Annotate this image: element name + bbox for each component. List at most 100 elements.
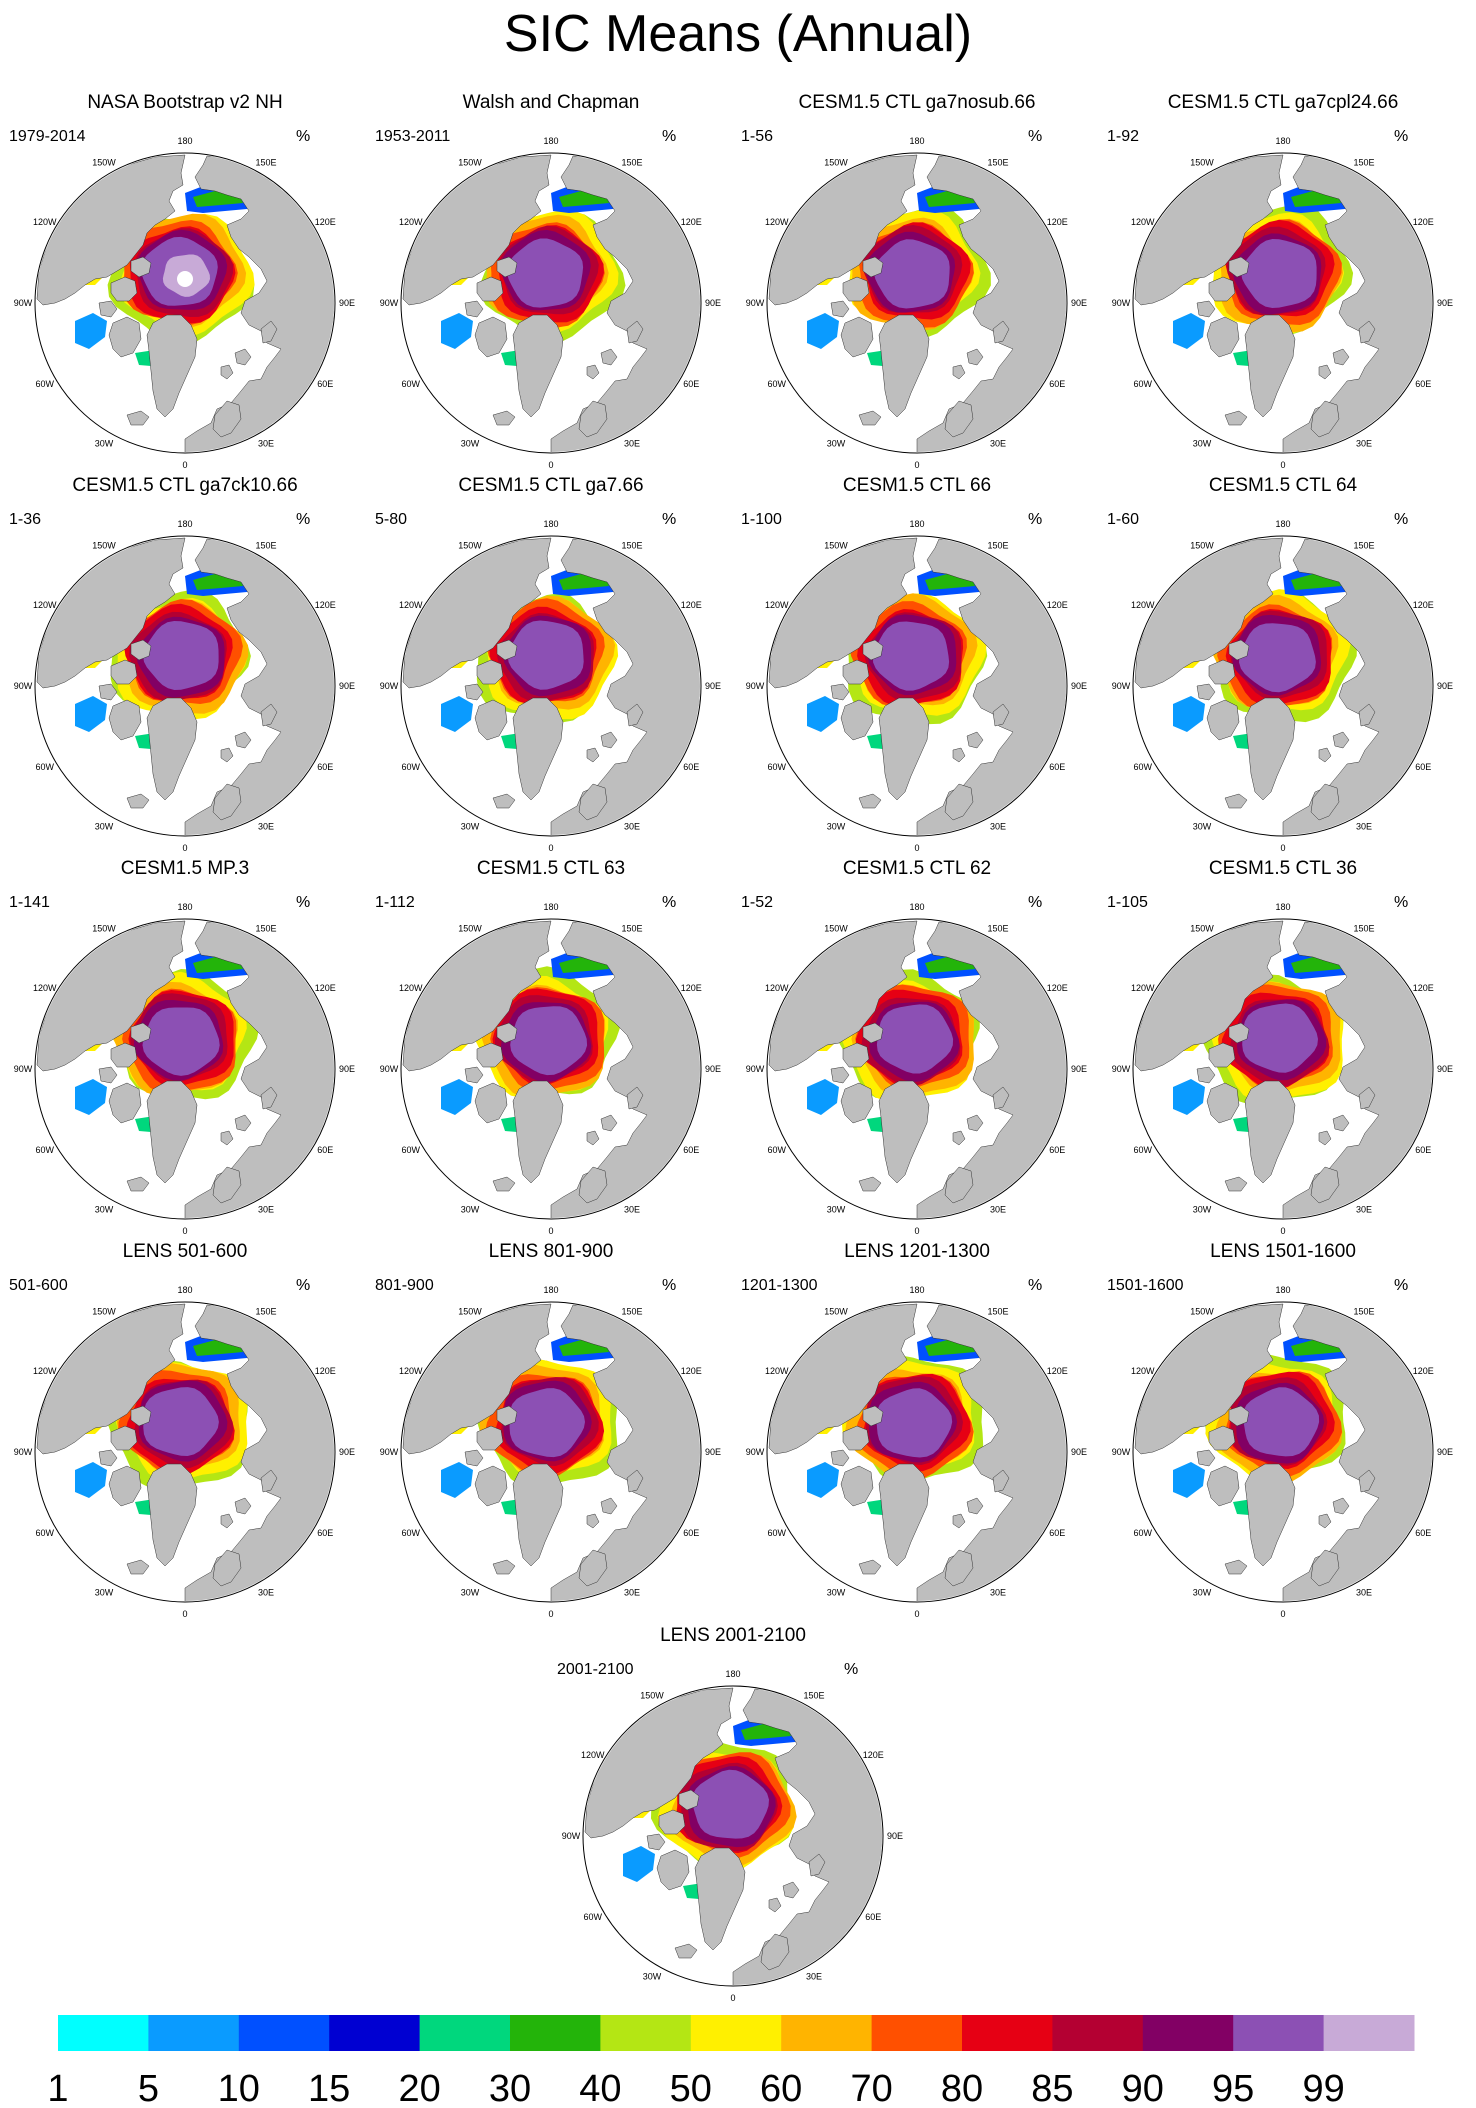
longitude-label: 150E <box>621 1307 642 1317</box>
land-mass <box>944 1166 974 1204</box>
polar-map: 180 150E 120E 90E 60E 30E 0 30W 60W 90W 120W 150W <box>746 1285 1087 1619</box>
longitude-label: 90W <box>746 1447 765 1457</box>
longitude-label: 0 <box>1280 843 1285 853</box>
longitude-label: 150E <box>1353 541 1374 551</box>
land-mass <box>600 1497 618 1515</box>
map-panel: CESM1.5 CTL ga7nosub.66 1-56% 180 150E 120E 9… <box>734 92 1100 472</box>
longitude-label: 60E <box>683 1145 699 1155</box>
longitude-label: 60E <box>1415 1145 1431 1155</box>
longitude-label: 120E <box>681 600 702 610</box>
longitude-label: 120W <box>765 1366 789 1376</box>
sea-ice-band <box>807 1079 839 1115</box>
land-mass <box>1310 400 1340 438</box>
longitude-label: 0 <box>914 843 919 853</box>
panel-years: 1-105 <box>1107 894 1148 911</box>
longitude-label: 0 <box>182 843 187 853</box>
map-outline <box>1132 535 1434 837</box>
panel-title: LENS 2001-2100 <box>660 1625 806 1646</box>
land-mass <box>862 1405 884 1427</box>
longitude-label: 120W <box>581 1750 605 1760</box>
sea-ice-band <box>75 1079 107 1115</box>
land-mass <box>952 1130 966 1146</box>
longitude-label: 60E <box>317 379 333 389</box>
longitude-label: 60E <box>317 1145 333 1155</box>
longitude-label: 150E <box>255 924 276 934</box>
land-mass <box>878 1463 930 1567</box>
longitude-label: 120E <box>315 600 336 610</box>
polar-map: 180 150E 120E 90E 60E 30E 0 30W 60W 90W 120W 150W <box>380 136 721 470</box>
land-mass <box>842 659 870 685</box>
longitude-label: 180 <box>177 902 192 912</box>
sea-ice-band <box>509 1388 585 1458</box>
land-mass <box>474 699 508 741</box>
land-mass <box>146 1463 198 1567</box>
longitude-label: 180 <box>1275 136 1290 146</box>
land-mass <box>496 1022 518 1044</box>
longitude-label: 120W <box>399 1366 423 1376</box>
land-mass <box>474 316 508 358</box>
longitude-label: 30E <box>258 821 274 831</box>
longitude-label: 150W <box>458 1307 482 1317</box>
longitude-label: 150W <box>458 541 482 551</box>
panel-unit: % <box>662 894 677 911</box>
longitude-label: 180 <box>543 136 558 146</box>
panel-unit: % <box>296 894 311 911</box>
sea-ice-band <box>441 696 473 732</box>
land-mass <box>492 410 516 426</box>
longitude-label: 60E <box>683 1528 699 1538</box>
land-mass <box>992 320 1010 344</box>
panel-years: 1-141 <box>9 894 50 911</box>
longitude-label: 150E <box>987 541 1008 551</box>
panel-years: 1201-1300 <box>741 1277 818 1294</box>
map-panel: CESM1.5 CTL 66 1-100% 180 150E 120E 90E 60E 30E… <box>734 475 1100 855</box>
panel-years: 5-80 <box>375 511 408 528</box>
longitude-label: 90W <box>1112 1064 1131 1074</box>
sea-ice-band <box>873 239 950 309</box>
longitude-label: 120W <box>399 983 423 993</box>
longitude-label: 30E <box>258 1587 274 1597</box>
map-panel: LENS 2001-2100 2001-2100% 180 150E 120E 90E 60… <box>550 1625 916 2005</box>
longitude-label: 150W <box>458 158 482 168</box>
longitude-label: 0 <box>914 1226 919 1236</box>
land-mass <box>108 1082 142 1124</box>
longitude-label: 150E <box>621 924 642 934</box>
polar-map: 180 150E 120E 90E 60E 30E 0 30W 60W 90W 120W 150W <box>746 136 1087 470</box>
longitude-label: 150E <box>255 158 276 168</box>
longitude-label: 180 <box>543 1285 558 1295</box>
colorbar-label: 30 <box>489 2068 531 2108</box>
panel-title: CESM1.5 CTL 63 <box>476 858 626 879</box>
panel-unit: % <box>1394 894 1409 911</box>
land-mass <box>862 639 884 661</box>
longitude-label: 60E <box>317 762 333 772</box>
panel-title: CESM1.5 CTL 64 <box>1208 475 1358 496</box>
sea-ice-band <box>872 621 950 691</box>
polar-map: 180 150E 120E 90E 60E 30E 0 30W 60W 90W 120W 150W <box>562 1669 903 2003</box>
land-mass <box>626 1086 644 1110</box>
land-mass <box>840 699 874 741</box>
polar-map: 180 150E 120E 90E 60E 30E 0 30W 60W 90W 120W 150W <box>14 902 355 1236</box>
longitude-label: 60W <box>401 1145 420 1155</box>
longitude-label: 60E <box>865 1912 881 1922</box>
land-mass <box>234 348 252 366</box>
longitude-label: 30E <box>1356 1204 1372 1214</box>
panel-years: 1-100 <box>741 511 782 528</box>
longitude-label: 90W <box>14 681 33 691</box>
map-panel: CESM1.5 CTL 64 1-60% 180 150E 120E 90E 60E 30E 0… <box>1100 475 1466 855</box>
land-mass <box>1358 1086 1376 1110</box>
longitude-label: 90W <box>14 298 33 308</box>
longitude-label: 120W <box>765 600 789 610</box>
panel-years: 1953-2011 <box>375 128 451 145</box>
land-mass <box>694 1847 746 1951</box>
land-mass <box>626 320 644 344</box>
longitude-label: 0 <box>548 843 553 853</box>
land-mass <box>1358 1469 1376 1493</box>
longitude-label: 120W <box>1131 600 1155 610</box>
longitude-label: 60E <box>1049 1528 1065 1538</box>
longitude-label: 60E <box>317 1528 333 1538</box>
panel-years: 1-56 <box>741 128 774 145</box>
longitude-label: 60E <box>1049 1145 1065 1155</box>
colorbar-swatch <box>238 2015 330 2051</box>
longitude-label: 30W <box>461 1204 480 1214</box>
longitude-label: 120E <box>681 217 702 227</box>
land-mass <box>110 659 138 685</box>
